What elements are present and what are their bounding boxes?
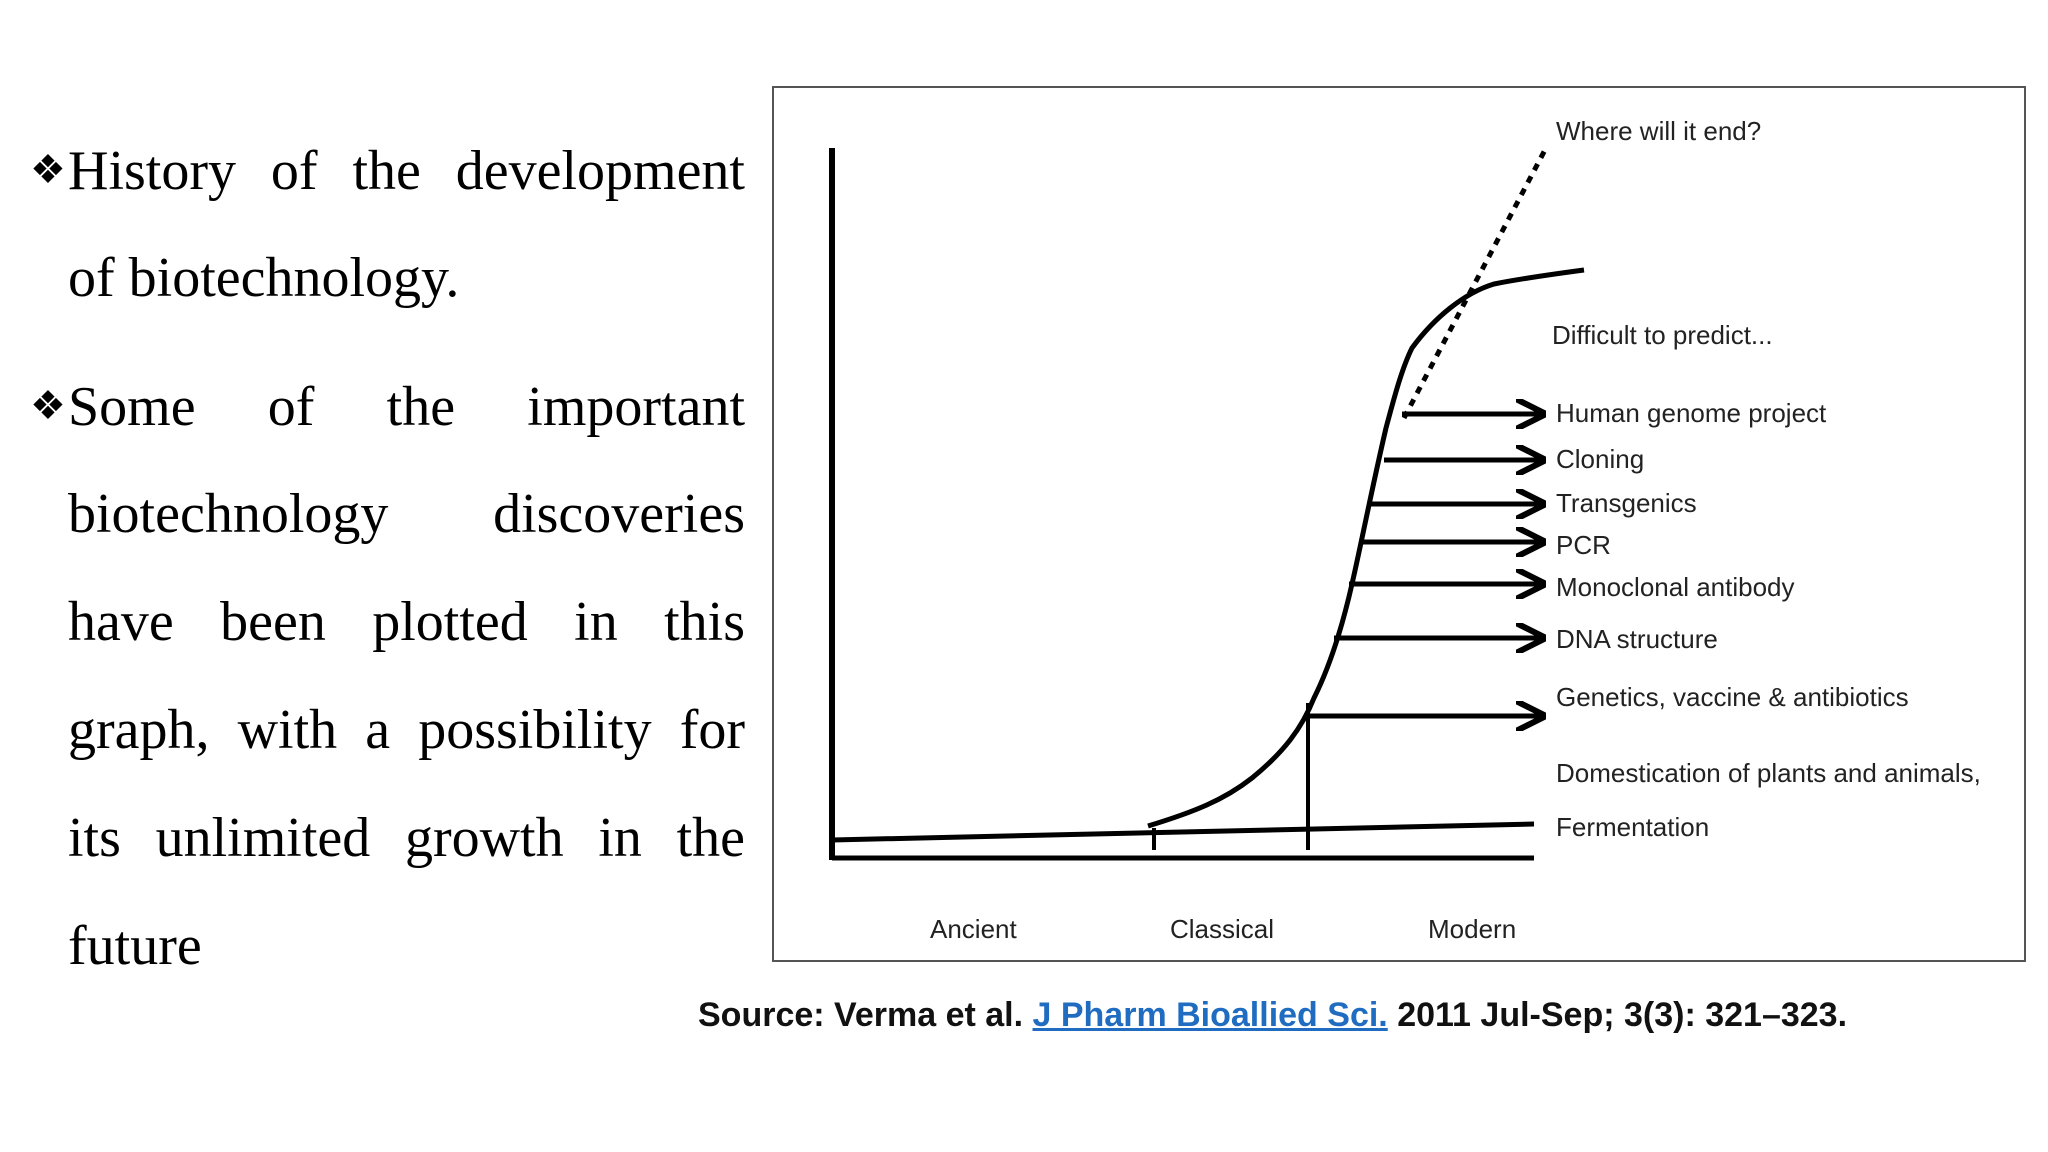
event-label: Monoclonal antibody — [1556, 572, 1795, 602]
event-label: Human genome project — [1556, 398, 1827, 428]
bullet-list: ❖History of the development of biotechno… — [30, 116, 745, 1000]
bullet-line: ❖Some of the important — [30, 352, 745, 460]
source-citation-details: 2011 Jul-Sep; 3(3): 321–323. — [1397, 996, 1848, 1034]
bullet-line: graph, with a possibility for — [68, 699, 745, 761]
journal-link[interactable]: J Pharm Bioallied Sci. — [1032, 996, 1388, 1034]
top-label: Where will it end? — [1556, 116, 1761, 146]
bullet-line: ❖History of the development — [30, 116, 745, 224]
bullet-line: biotechnology discoveries — [68, 483, 745, 545]
source-citation: Source: Verma et al. J Pharm Bioallied S… — [698, 996, 1847, 1035]
bullet-item: ❖Some of the important biotechnology dis… — [30, 352, 745, 1000]
x-label-classical: Classical — [1170, 914, 1274, 944]
event-label: Transgenics — [1556, 488, 1697, 518]
x-label-ancient: Ancient — [930, 914, 1017, 944]
growth-curve — [1147, 267, 1585, 829]
figure-svg: Where will it end? Difficult to predict.… — [829, 116, 1981, 944]
biotech-history-figure: Where will it end? Difficult to predict.… — [772, 86, 2026, 962]
event-label: DNA structure — [1556, 624, 1718, 654]
event-label: Cloning — [1556, 444, 1644, 474]
event-label: PCR — [1556, 530, 1611, 560]
x-label-modern: Modern — [1428, 914, 1516, 944]
predict-label: Difficult to predict... — [1552, 320, 1773, 350]
bullet-line: have been plotted in this — [68, 591, 745, 653]
bullet-line: future — [68, 915, 202, 977]
event-label: Domestication of plants and animals, — [1556, 758, 1981, 788]
diamond-bullet-icon: ❖ — [30, 383, 66, 428]
bullet-item: ❖History of the development of biotechno… — [30, 116, 745, 332]
event-label: Genetics, vaccine & antibiotics — [1556, 682, 1909, 712]
bullet-line: its unlimited growth in the — [68, 807, 745, 869]
event-label: Fermentation — [1556, 812, 1709, 842]
bullet-line: of biotechnology. — [68, 247, 460, 309]
diamond-bullet-icon: ❖ — [30, 147, 66, 192]
baseline-line — [831, 821, 1535, 843]
source-prefix: Source: Verma et al. — [698, 996, 1024, 1034]
projection-dotted-line — [1401, 146, 1549, 420]
